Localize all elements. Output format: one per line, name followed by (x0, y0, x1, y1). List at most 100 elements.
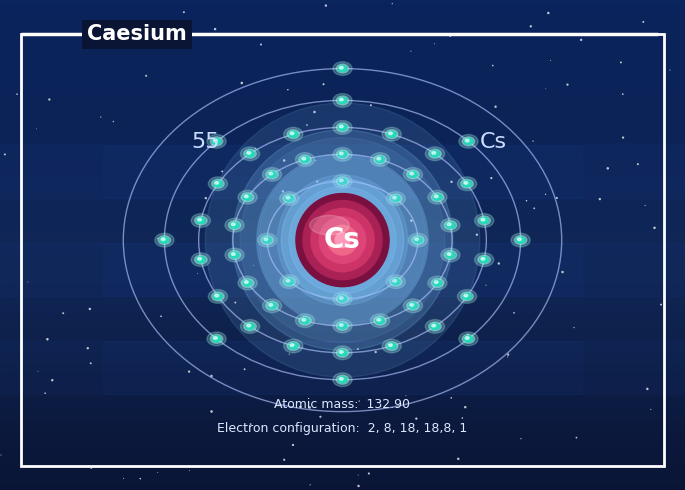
Bar (0, 485, 685, 490)
Point (216, 168, 227, 175)
Circle shape (197, 257, 205, 263)
Circle shape (336, 265, 349, 274)
Point (575, 36, 586, 44)
Circle shape (459, 332, 478, 346)
Point (638, 18, 649, 26)
Ellipse shape (335, 233, 350, 247)
Ellipse shape (327, 225, 358, 255)
Circle shape (290, 132, 294, 135)
Circle shape (393, 279, 397, 282)
Bar (0, 328, 685, 333)
Text: 55: 55 (191, 132, 220, 152)
Bar (0, 260, 685, 265)
Bar (0, 74, 685, 78)
Point (85, 359, 96, 367)
Point (44, 96, 55, 103)
Circle shape (428, 190, 447, 204)
Circle shape (336, 348, 349, 357)
Point (12, 90, 23, 98)
Circle shape (463, 181, 471, 187)
Bar (0, 348, 685, 353)
Point (664, 66, 675, 74)
Bar (0, 372, 685, 377)
Bar (0, 279, 685, 284)
Bar (0, 230, 685, 235)
Circle shape (302, 157, 306, 160)
Point (239, 366, 250, 373)
Circle shape (447, 222, 455, 228)
Circle shape (285, 196, 293, 201)
Circle shape (197, 218, 205, 223)
Circle shape (299, 316, 311, 325)
Circle shape (338, 178, 347, 184)
Circle shape (262, 168, 282, 181)
Circle shape (240, 147, 260, 161)
Bar (0, 69, 685, 74)
Point (569, 324, 580, 332)
Circle shape (462, 137, 475, 146)
Circle shape (339, 323, 343, 326)
Circle shape (214, 139, 217, 142)
Point (84, 305, 95, 313)
Bar (0, 294, 685, 299)
Bar (0, 29, 685, 34)
Bar (0, 377, 685, 382)
Point (406, 47, 416, 55)
Point (279, 156, 290, 164)
Circle shape (333, 174, 352, 188)
Point (318, 80, 329, 88)
Circle shape (244, 149, 256, 158)
Bar (0, 206, 685, 211)
Circle shape (431, 151, 439, 157)
Bar (0, 284, 685, 289)
Circle shape (238, 190, 257, 204)
Circle shape (333, 319, 352, 333)
Bar (0, 368, 685, 372)
Point (642, 385, 653, 393)
Bar (0, 157, 685, 162)
Circle shape (245, 195, 248, 197)
Point (540, 190, 551, 198)
Point (200, 194, 211, 202)
Bar (0, 397, 685, 402)
Circle shape (215, 294, 219, 297)
Bar (0, 416, 685, 421)
Bar (0, 475, 685, 480)
Circle shape (403, 168, 423, 181)
Point (562, 81, 573, 89)
Point (88, 34, 99, 42)
Bar (0, 137, 685, 142)
Circle shape (434, 195, 438, 197)
Point (284, 350, 295, 358)
Circle shape (247, 151, 251, 154)
Bar (0, 59, 685, 64)
Ellipse shape (206, 103, 480, 377)
Bar (0, 358, 685, 363)
Circle shape (212, 179, 224, 188)
Circle shape (371, 314, 390, 327)
Circle shape (160, 237, 169, 243)
Circle shape (434, 194, 442, 200)
Circle shape (287, 342, 299, 350)
Bar (0, 265, 685, 270)
Bar (0, 216, 685, 220)
Circle shape (465, 139, 469, 142)
Point (184, 466, 195, 474)
Bar (0, 181, 685, 186)
Circle shape (392, 279, 400, 285)
Point (0, 451, 6, 459)
Circle shape (198, 219, 201, 221)
Circle shape (338, 124, 347, 130)
Point (309, 108, 320, 116)
Circle shape (463, 294, 471, 299)
Circle shape (382, 339, 401, 353)
Point (649, 224, 660, 232)
Circle shape (425, 147, 445, 161)
Bar (0, 49, 685, 54)
Circle shape (198, 257, 201, 260)
Circle shape (302, 318, 306, 321)
Circle shape (333, 121, 352, 134)
Circle shape (191, 214, 210, 227)
Bar (0, 314, 685, 318)
Bar (0, 407, 685, 412)
